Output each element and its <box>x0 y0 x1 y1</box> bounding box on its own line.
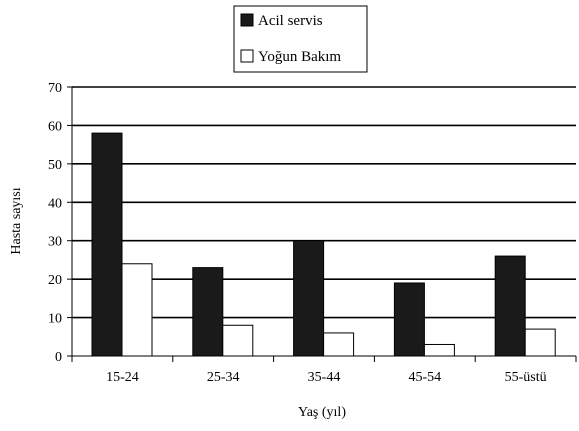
x-tick-label: 55-üstü <box>505 370 547 385</box>
legend-swatch-acil-servis <box>240 13 254 27</box>
y-tick-label: 20 <box>48 273 62 288</box>
x-tick-labels: 15-24 25-34 35-44 45-54 55-üstü <box>106 370 547 385</box>
gridlines <box>72 86 576 319</box>
y-tick-labels: 0 10 20 30 40 50 60 70 <box>48 81 62 365</box>
bar-acil-servis-35-44 <box>293 240 325 357</box>
bar-yogun-bakim-15-24 <box>121 263 153 357</box>
y-tick-label: 10 <box>48 312 62 327</box>
x-tick-label: 45-54 <box>408 370 441 385</box>
bar-acil-servis-55-üstü <box>494 255 526 357</box>
axes <box>67 86 577 362</box>
y-tick-label: 60 <box>48 119 62 134</box>
legend-label-acil-servis: Acil servis <box>258 13 323 29</box>
x-tick-label: 15-24 <box>106 370 139 385</box>
bar-yogun-bakim-45-54 <box>423 343 455 357</box>
bar-acil-servis-25-34 <box>192 267 224 357</box>
x-tick-label: 25-34 <box>207 370 240 385</box>
bar-yogun-bakim-55-üstü <box>524 328 556 357</box>
legend-label-yogun-bakim: Yoğun Bakım <box>258 49 341 65</box>
bar-acil-servis-45-54 <box>393 282 425 357</box>
bar-yogun-bakim-25-34 <box>222 324 254 357</box>
bar-yogun-bakim-35-44 <box>323 332 355 357</box>
y-tick-label: 40 <box>48 196 62 211</box>
legend-box <box>233 5 368 73</box>
y-tick-label: 30 <box>48 235 62 250</box>
y-tick-label: 0 <box>55 350 62 365</box>
y-axis-label: Hasta sayısı <box>9 187 24 254</box>
legend-swatch-yogun-bakim <box>240 49 254 63</box>
bars <box>91 132 556 357</box>
legend: Acil servis Yoğun Bakım <box>233 5 368 73</box>
y-tick-label: 50 <box>48 158 62 173</box>
bar-acil-servis-15-24 <box>91 132 123 357</box>
x-tick-label: 35-44 <box>308 370 341 385</box>
x-axis-label: Yaş (yıl) <box>298 405 346 420</box>
y-tick-label: 70 <box>48 81 62 96</box>
